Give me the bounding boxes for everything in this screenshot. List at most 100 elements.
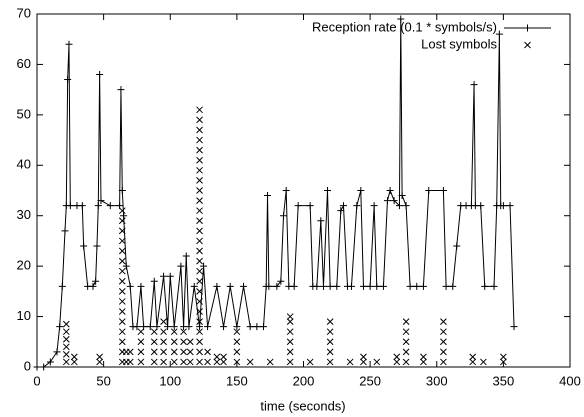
data-point — [56, 323, 64, 331]
data-point — [118, 217, 126, 225]
data-point — [196, 247, 203, 255]
data-point — [160, 338, 167, 346]
y-tick-label: 0 — [24, 358, 31, 373]
data-point — [160, 328, 167, 336]
data-point — [185, 323, 193, 331]
data-point — [233, 328, 241, 336]
data-point — [480, 358, 487, 366]
data-point — [97, 197, 105, 205]
data-point — [196, 146, 203, 154]
data-point — [500, 353, 507, 361]
data-point — [118, 298, 126, 305]
data-point — [196, 257, 203, 265]
data-point — [120, 212, 128, 220]
data-point — [196, 358, 203, 366]
data-point — [186, 338, 194, 346]
data-point — [326, 318, 334, 325]
data-point — [196, 237, 203, 245]
data-point — [96, 358, 103, 366]
data-point — [265, 282, 273, 290]
data-point — [233, 358, 241, 366]
data-point — [253, 323, 261, 331]
data-point — [196, 288, 203, 295]
data-point — [386, 187, 394, 194]
data-point — [200, 262, 208, 270]
data-point — [170, 338, 178, 346]
y-tick-label: 30 — [17, 207, 31, 222]
x-tick-label: 50 — [96, 373, 110, 388]
data-point — [164, 323, 172, 331]
y-tick-label: 10 — [17, 308, 31, 323]
data-point — [180, 328, 187, 336]
x-tick-label: 350 — [493, 373, 515, 388]
data-point — [137, 358, 145, 366]
data-point — [196, 106, 203, 114]
data-point — [213, 282, 221, 290]
data-point — [126, 282, 134, 290]
data-point — [118, 338, 126, 346]
data-point — [273, 282, 281, 290]
data-point — [62, 351, 70, 358]
data-point — [477, 202, 485, 210]
x-tick-label: 200 — [293, 373, 315, 388]
data-point — [196, 197, 203, 204]
data-point — [406, 282, 414, 290]
data-point — [326, 282, 334, 290]
data-point — [286, 313, 294, 320]
data-point — [286, 318, 294, 325]
data-point — [78, 202, 86, 210]
x-tick-label: 400 — [559, 373, 581, 388]
data-point — [160, 318, 167, 325]
data-point — [360, 353, 367, 361]
data-point — [33, 363, 41, 371]
data-point — [347, 282, 355, 290]
data-point — [402, 348, 410, 356]
data-point — [96, 353, 103, 361]
data-point — [360, 358, 367, 366]
data-point — [213, 353, 221, 361]
data-point — [196, 177, 203, 184]
data-point — [398, 192, 406, 200]
data-point — [204, 348, 211, 356]
data-point — [196, 187, 203, 194]
data-point — [317, 217, 325, 225]
data-point — [266, 358, 274, 366]
data-point — [420, 358, 427, 366]
data-point — [126, 358, 134, 366]
x-tick-label: 100 — [159, 373, 181, 388]
data-point — [196, 227, 203, 235]
data-point — [510, 323, 518, 331]
y-tick-label: 40 — [17, 157, 31, 172]
data-point — [264, 192, 272, 200]
data-point — [118, 308, 126, 315]
data-point — [150, 338, 158, 346]
data-point — [220, 353, 227, 361]
data-point — [93, 242, 101, 250]
data-point — [118, 267, 126, 275]
data-point — [440, 338, 447, 346]
data-point — [500, 358, 507, 366]
data-point — [122, 262, 130, 270]
data-point — [196, 308, 203, 315]
data-point — [280, 212, 288, 220]
data-point — [118, 257, 126, 265]
data-point — [196, 338, 203, 346]
data-point — [490, 282, 498, 290]
data-point — [240, 282, 248, 290]
data-point — [326, 338, 334, 346]
data-point — [65, 40, 73, 48]
data-point — [190, 282, 198, 290]
data-point — [137, 328, 145, 336]
x-tick-label: 250 — [359, 373, 381, 388]
data-point — [339, 202, 347, 210]
data-point — [118, 227, 126, 235]
data-point — [442, 282, 450, 290]
data-point — [118, 328, 126, 336]
data-point — [196, 136, 203, 144]
data-point — [160, 272, 168, 280]
data-point — [402, 338, 410, 346]
data-point — [137, 348, 145, 356]
legend-marker — [524, 41, 531, 49]
data-point — [196, 298, 203, 305]
data-point — [425, 187, 433, 194]
